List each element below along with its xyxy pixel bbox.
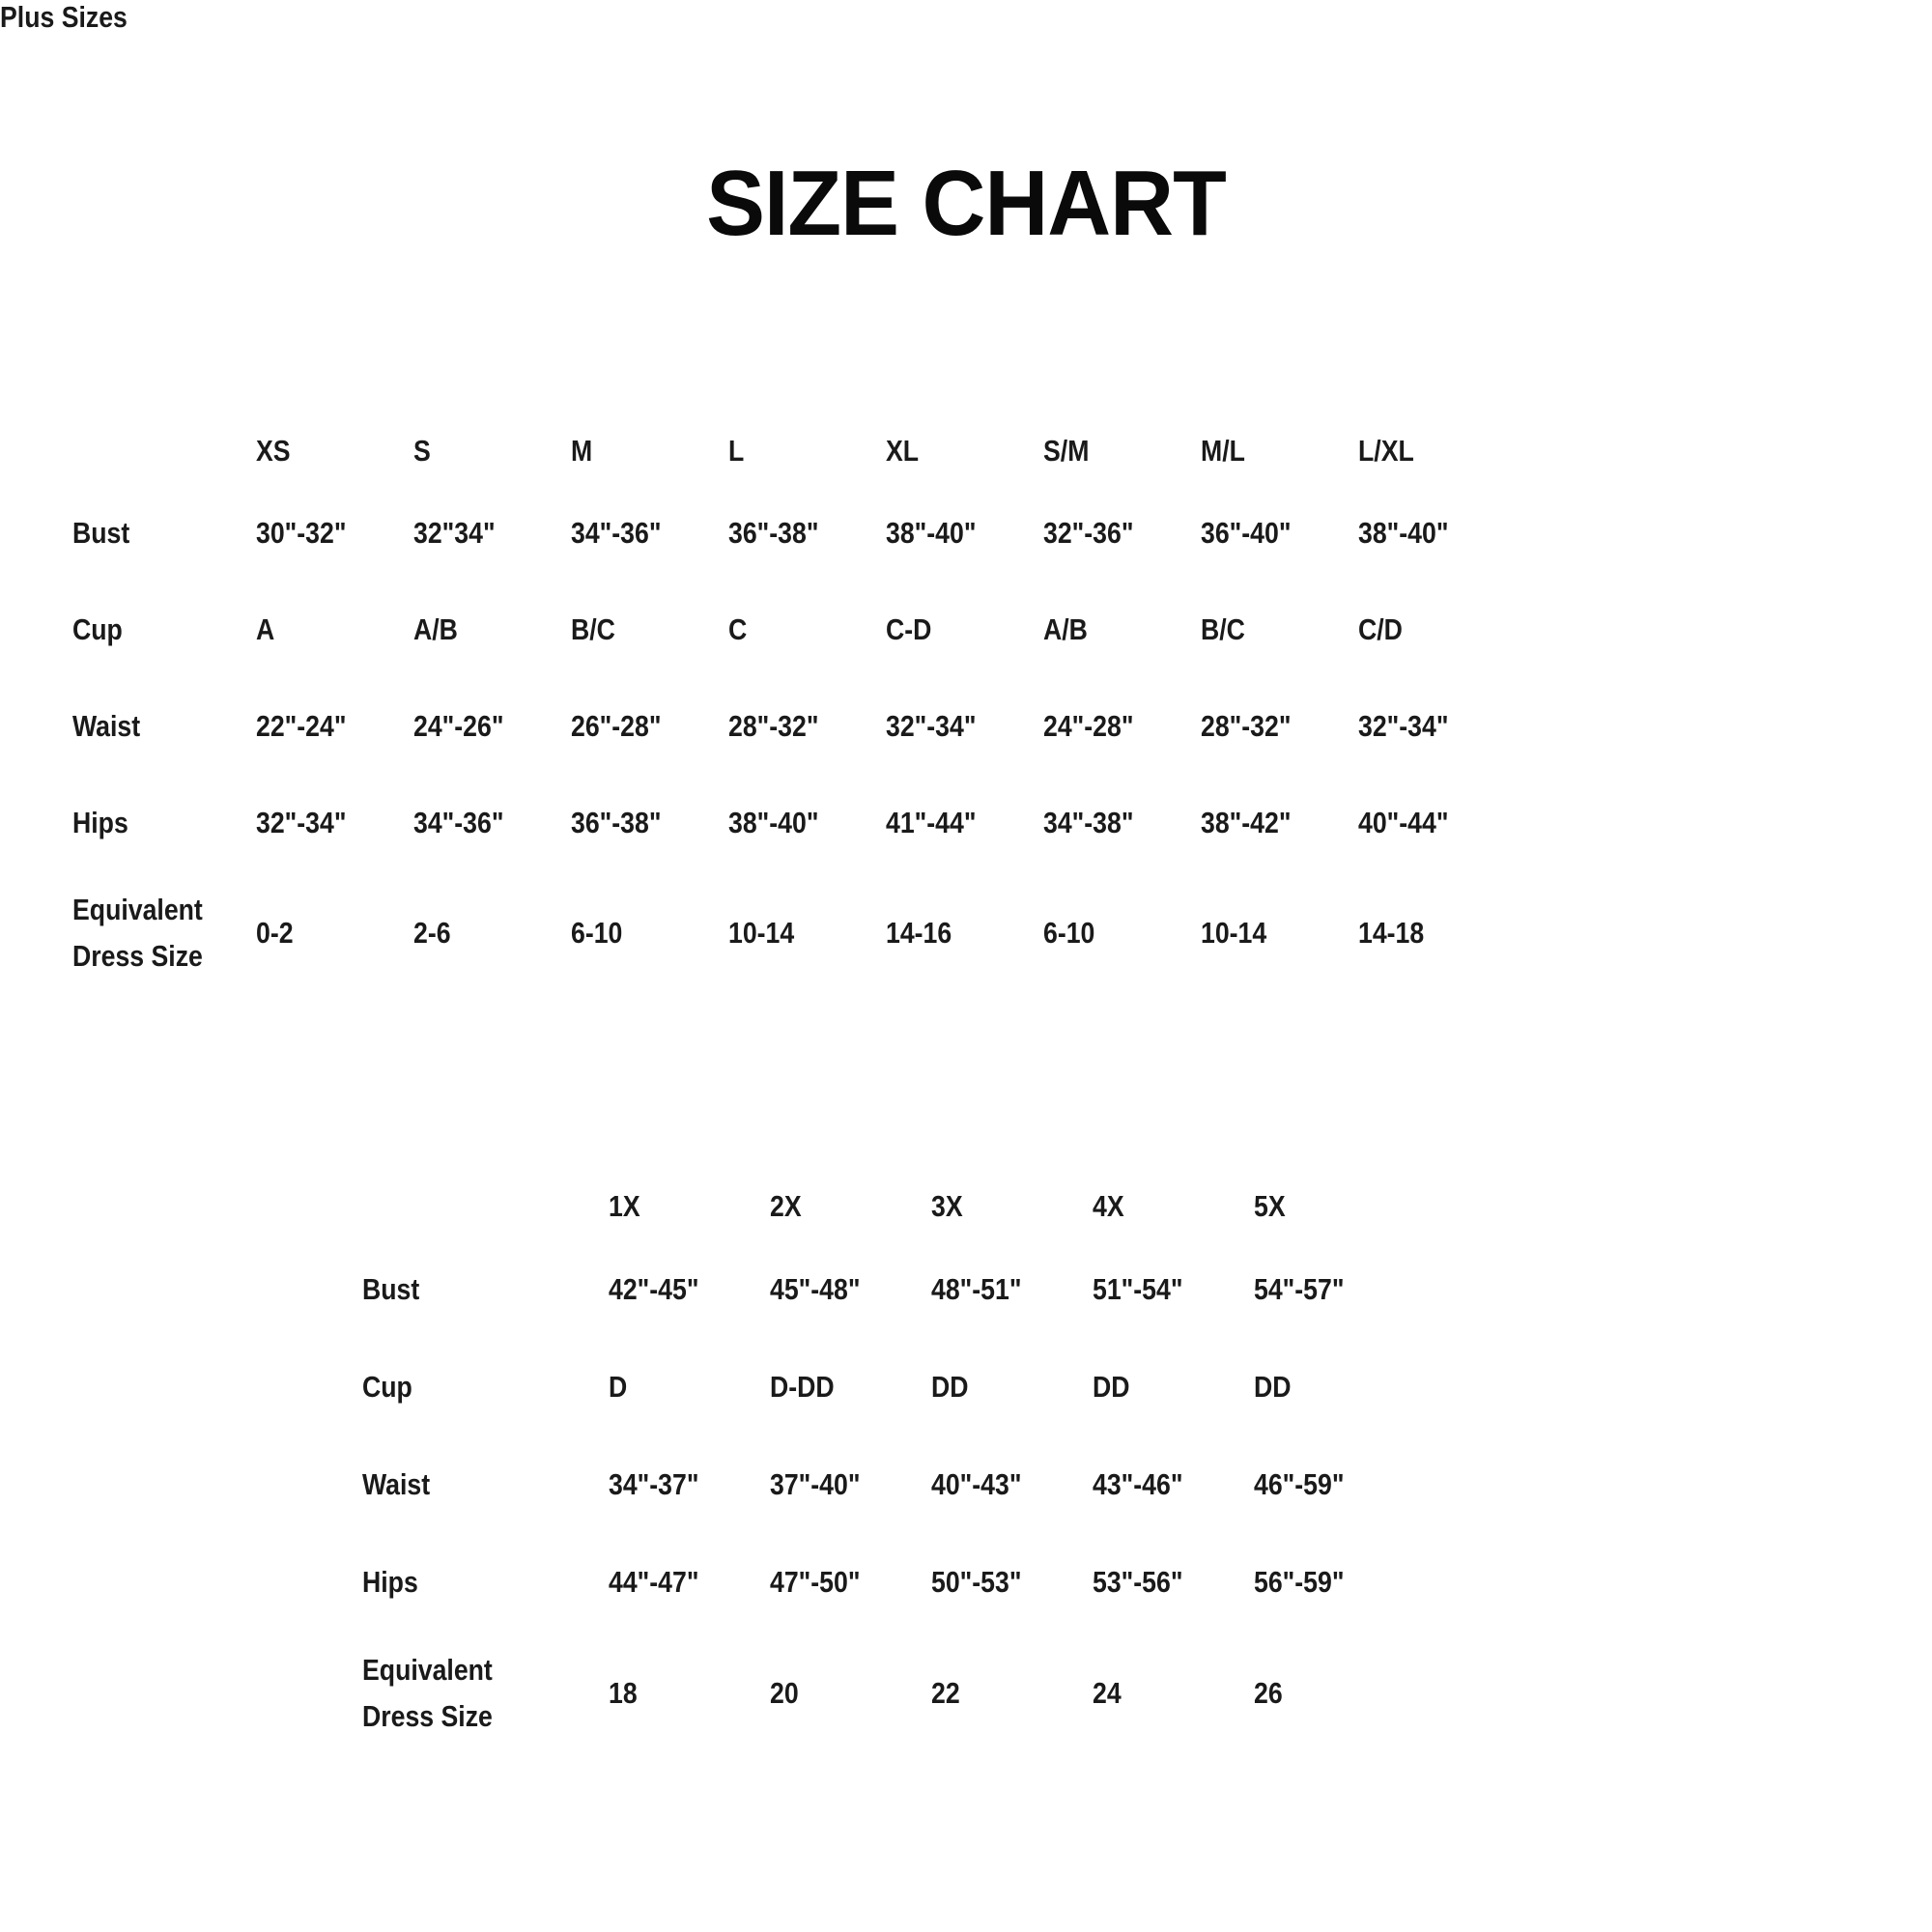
cell-plus-bust-2x: 45"-48" [770,1272,861,1307]
cell-waist-l: 28"-32" [728,708,819,743]
cell-cup-s: A/B [413,611,458,646]
cell-plus-dress-size-5x: 26 [1254,1675,1283,1710]
cell-waist-xs: 22"-24" [256,708,347,743]
column-header-5x: 5X [1254,1188,1286,1223]
column-header-m: M [571,433,593,468]
cell-waist-m: 26"-28" [571,708,662,743]
column-header-4x: 4X [1093,1188,1124,1223]
column-header-s-m: S/M [1043,433,1090,468]
cell-hips-xl: 41"-44" [886,805,977,839]
row-label-equivalent-dress-size: Equivalent Dress Size [72,892,203,973]
cell-plus-bust-4x: 51"-54" [1093,1272,1183,1307]
cell-bust-xl: 38"-40" [886,515,977,550]
cell-waist-s-m: 24"-28" [1043,708,1134,743]
cell-plus-hips-1x: 44"-47" [609,1565,699,1600]
cell-dress-size-m: 6-10 [571,915,623,950]
cell-waist-s: 24"-26" [413,708,504,743]
row-label-waist: Waist [72,708,141,743]
cell-plus-dress-size-4x: 24 [1093,1675,1122,1710]
cell-plus-bust-5x: 54"-57" [1254,1272,1345,1307]
cell-plus-bust-3x: 48"-51" [931,1272,1022,1307]
plus-sizes-grid: 1X 2X 3X 4X 5X Bust 42"-45" 45"-48" 48"-… [362,1172,1415,1755]
cell-plus-hips-3x: 50"-53" [931,1565,1022,1600]
standard-sizes-grid: XS S M L XL S/M M/L L/XL Bust 30"-32" 32… [72,417,1516,995]
cell-waist-m-l: 28"-32" [1201,708,1292,743]
cell-cup-xs: A [256,611,275,646]
cell-bust-m: 34"-36" [571,515,662,550]
row-label-bust: Bust [72,515,130,550]
row-label-plus-bust: Bust [362,1272,420,1307]
column-header-1x: 1X [609,1188,640,1223]
cell-bust-l: 36"-38" [728,515,819,550]
cell-plus-cup-1x: D [609,1370,628,1405]
cell-bust-s-m: 32"-36" [1043,515,1134,550]
column-header-m-l: M/L [1201,433,1245,468]
cell-bust-l-xl: 38"-40" [1358,515,1449,550]
cell-dress-size-l: 10-14 [728,915,795,950]
cell-hips-s: 34"-36" [413,805,504,839]
cell-plus-waist-1x: 34"-37" [609,1467,699,1502]
cell-plus-cup-3x: DD [931,1370,969,1405]
cell-plus-cup-2x: D-DD [770,1370,835,1405]
row-label-plus-waist: Waist [362,1467,431,1502]
column-header-l-xl: L/XL [1358,433,1414,468]
cell-dress-size-xl: 14-16 [886,915,952,950]
cell-dress-size-m-l: 10-14 [1201,915,1267,950]
column-header-l: L [728,433,745,468]
row-label-plus-hips: Hips [362,1565,418,1600]
cell-hips-m-l: 38"-42" [1201,805,1292,839]
cell-plus-bust-1x: 42"-45" [609,1272,699,1307]
page-title: SIZE CHART [706,152,1227,255]
plus-sizes-table: 1X 2X 3X 4X 5X Bust 42"-45" 45"-48" 48"-… [362,1172,1415,1755]
cell-hips-s-m: 34"-38" [1043,805,1134,839]
standard-sizes-table: XS S M L XL S/M M/L L/XL Bust 30"-32" 32… [72,417,1516,995]
cell-hips-l: 38"-40" [728,805,819,839]
cell-dress-size-s: 2-6 [413,915,451,950]
standard-sizes-corner-cell [72,417,256,485]
cell-cup-l-xl: C/D [1358,611,1403,646]
cell-plus-hips-2x: 47"-50" [770,1565,861,1600]
cell-waist-xl: 32"-34" [886,708,977,743]
cell-plus-waist-4x: 43"-46" [1093,1467,1183,1502]
cell-cup-l: C [728,611,748,646]
row-label-hips: Hips [72,805,128,839]
cell-plus-hips-5x: 56"-59" [1254,1565,1345,1600]
cell-dress-size-s-m: 6-10 [1043,915,1095,950]
cell-cup-m-l: B/C [1201,611,1245,646]
cell-plus-dress-size-3x: 22 [931,1675,960,1710]
column-header-3x: 3X [931,1188,963,1223]
cell-bust-xs: 30"-32" [256,515,347,550]
column-header-2x: 2X [770,1188,802,1223]
cell-hips-m: 36"-38" [571,805,662,839]
cell-cup-m: B/C [571,611,615,646]
column-header-xs: XS [256,433,291,468]
cell-bust-m-l: 36"-40" [1201,515,1292,550]
cell-plus-cup-4x: DD [1093,1370,1130,1405]
row-label-cup: Cup [72,611,123,646]
cell-plus-waist-2x: 37"-40" [770,1467,861,1502]
cell-plus-dress-size-1x: 18 [609,1675,638,1710]
cell-cup-xl: C-D [886,611,932,646]
cell-cup-s-m: A/B [1043,611,1088,646]
cell-plus-cup-5x: DD [1254,1370,1292,1405]
row-label-plus-cup: Cup [362,1370,412,1405]
cell-plus-waist-3x: 40"-43" [931,1467,1022,1502]
plus-sizes-heading: Plus Sizes [0,0,128,34]
cell-dress-size-l-xl: 14-18 [1358,915,1425,950]
column-header-xl: XL [886,433,920,468]
cell-bust-s: 32"34" [413,515,496,550]
row-label-plus-equivalent-dress-size: Equivalent Dress Size [362,1652,493,1733]
column-header-s: S [413,433,431,468]
cell-hips-xs: 32"-34" [256,805,347,839]
plus-sizes-corner-cell [362,1172,609,1241]
cell-plus-hips-4x: 53"-56" [1093,1565,1183,1600]
cell-hips-l-xl: 40"-44" [1358,805,1449,839]
cell-plus-waist-5x: 46"-59" [1254,1467,1345,1502]
cell-waist-l-xl: 32"-34" [1358,708,1449,743]
cell-plus-dress-size-2x: 20 [770,1675,799,1710]
cell-dress-size-xs: 0-2 [256,915,294,950]
